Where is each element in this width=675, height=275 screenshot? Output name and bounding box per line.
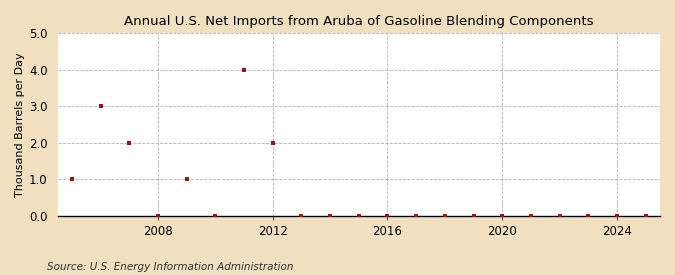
Text: Source: U.S. Energy Information Administration: Source: U.S. Energy Information Administ… — [47, 262, 294, 272]
Y-axis label: Thousand Barrels per Day: Thousand Barrels per Day — [15, 52, 25, 197]
Title: Annual U.S. Net Imports from Aruba of Gasoline Blending Components: Annual U.S. Net Imports from Aruba of Ga… — [124, 15, 593, 28]
